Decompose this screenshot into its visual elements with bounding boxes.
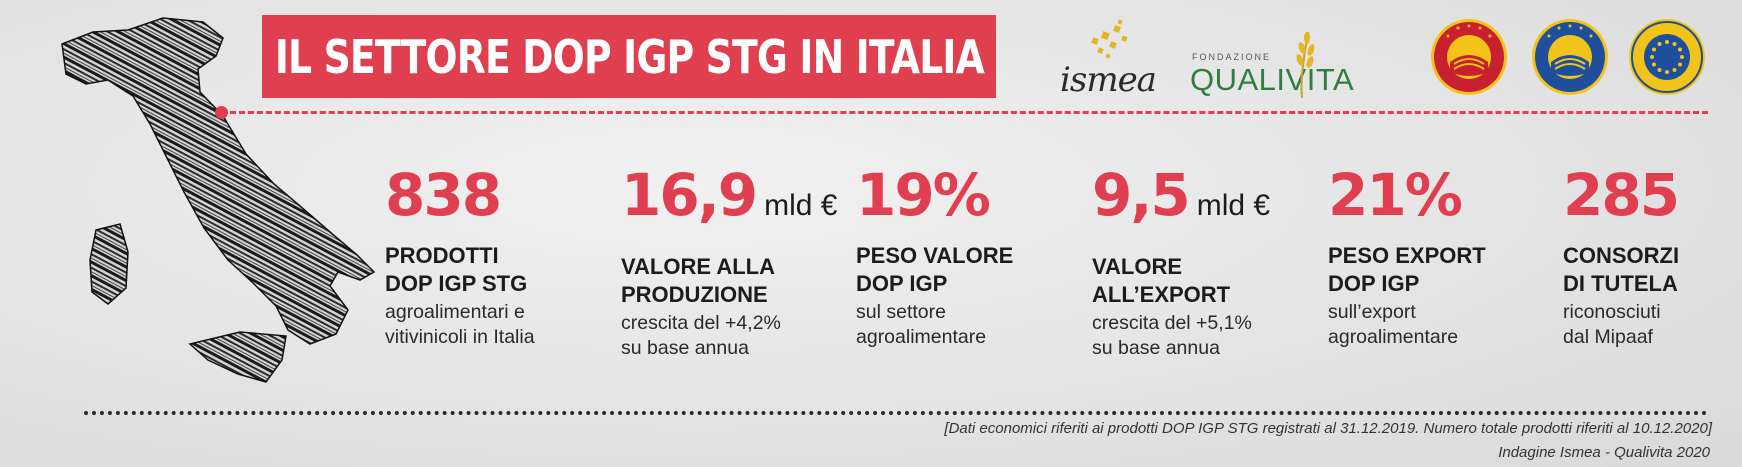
- stat-unit: mld €: [1196, 189, 1271, 222]
- stat-prodotti: 838 PRODOTTI DOP IGP STG agroalimentari e…: [385, 162, 605, 350]
- stat-description: riconosciuti dal Mipaaf: [1563, 301, 1661, 348]
- stat-label: CONSORZI DI TUTELA: [1563, 243, 1680, 296]
- ismea-logo-mark-icon: [1091, 19, 1128, 59]
- stat-label: PESO VALORE DOP IGP: [856, 243, 1014, 296]
- dop-seal-icon: [1431, 19, 1507, 95]
- stat-description: agroalimentari e vitivinicoli in Italia: [385, 301, 535, 348]
- stat-description: crescita del +5,1% su base annua: [1092, 312, 1252, 359]
- qualivita-wheat-icon: [1296, 31, 1315, 98]
- stat-peso-valore: 19% PESO VALORE DOP IGP sul settore agroal…: [856, 162, 1076, 350]
- stat-valore-produzione: 16,9 mld € VALORE ALLA PRODUZIONE crescita…: [621, 162, 841, 361]
- stat-number: 285: [1563, 161, 1680, 229]
- title-banner: IL SETTORE DOP IGP STG IN ITALIA: [262, 15, 996, 98]
- stat-label: PESO EXPORT DOP IGP: [1328, 243, 1486, 296]
- stat-valore-export: 9,5 mld € VALORE ALL’EXPORT crescita del +…: [1092, 162, 1312, 361]
- source-credit: Indagine Ismea - Qualivita 2020: [1498, 444, 1710, 461]
- igp-seal-icon: [1532, 19, 1608, 95]
- stat-peso-export: 21% PESO EXPORT DOP IGP sull’export agroal…: [1328, 162, 1548, 350]
- stat-number: 838: [385, 161, 502, 229]
- page-title: IL SETTORE DOP IGP STG IN ITALIA: [274, 29, 984, 84]
- stat-number: 21%: [1328, 161, 1463, 229]
- connector-dot: [215, 106, 228, 119]
- italy-map-illustration: [61, 17, 376, 383]
- stat-label: PRODOTTI DOP IGP STG: [385, 243, 528, 296]
- stat-consorzi: 285 CONSORZI DI TUTELA riconosciuti dal Mi…: [1563, 162, 1742, 350]
- stat-number: 19%: [856, 161, 991, 229]
- qualivita-logo-text: QUALIVITA: [1190, 62, 1355, 97]
- stat-label: VALORE ALL’EXPORT: [1092, 254, 1231, 307]
- stat-unit: mld €: [764, 189, 838, 222]
- dashed-divider: [230, 111, 1708, 114]
- qualivita-foundation-label: FONDAZIONE: [1192, 52, 1272, 62]
- stat-description: crescita del +4,2% su base annua: [621, 312, 781, 359]
- dotted-divider: [84, 411, 1708, 415]
- stg-seal-icon: [1629, 19, 1705, 95]
- stat-label: VALORE ALLA PRODUZIONE: [621, 254, 775, 307]
- stat-number: 9,5 mld €: [1092, 161, 1271, 229]
- stat-description: sull’export agroalimentare: [1328, 301, 1459, 348]
- ismea-logo-text: ismea: [1060, 60, 1157, 100]
- stat-description: sul settore agroalimentare: [856, 301, 987, 348]
- stat-number: 16,9 mld €: [621, 161, 838, 229]
- footnote: [Dati economici riferiti ai prodotti DOP…: [944, 420, 1712, 437]
